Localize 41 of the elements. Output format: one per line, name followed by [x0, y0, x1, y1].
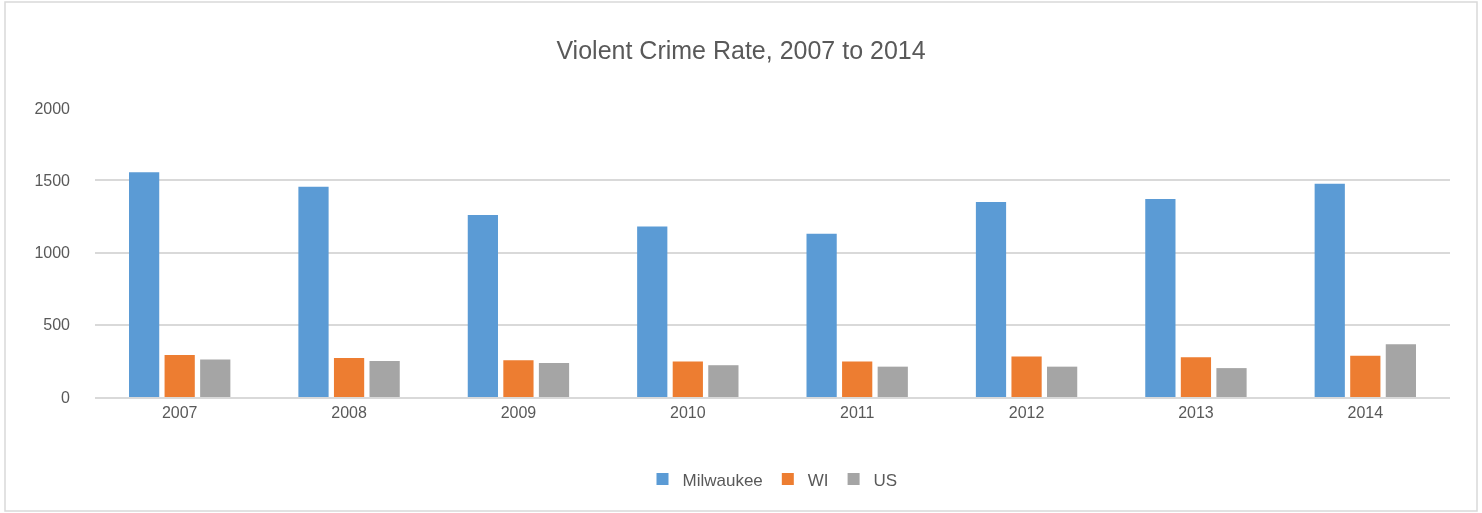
bar	[1314, 183, 1345, 397]
y-tick-label: 0	[61, 388, 71, 406]
bar	[708, 365, 739, 397]
bar	[298, 186, 329, 397]
bar	[672, 361, 703, 397]
legend-label: US	[873, 470, 898, 490]
bar	[503, 360, 534, 397]
legend-label: Milwaukee	[682, 470, 763, 490]
bar	[164, 355, 195, 397]
bar	[1011, 356, 1042, 397]
bar	[975, 201, 1007, 397]
bar	[333, 357, 365, 397]
bar	[1216, 368, 1247, 397]
x-tick-label: 2009	[500, 403, 537, 421]
bar	[129, 172, 160, 397]
chart-title: Violent Crime Rate, 2007 to 2014	[556, 35, 926, 64]
bar	[1350, 355, 1381, 397]
bar	[200, 359, 231, 397]
bar	[1180, 357, 1212, 397]
legend-label: WI	[807, 470, 829, 490]
x-tick-label: 2013	[1178, 403, 1214, 421]
x-tick-label: 2014	[1347, 403, 1384, 421]
x-tick-label: 2008	[331, 403, 367, 421]
x-tick-label: 2011	[839, 403, 875, 421]
y-tick-label: 500	[43, 316, 71, 334]
bar	[1047, 366, 1078, 397]
x-tick-label: 2010	[670, 403, 706, 421]
bar	[806, 233, 837, 397]
bar	[369, 360, 400, 397]
bar	[538, 363, 570, 397]
x-tick-label: 2012	[1008, 403, 1045, 421]
bar	[877, 366, 908, 397]
bar	[467, 214, 498, 397]
bar	[842, 361, 873, 397]
bar	[1145, 199, 1176, 397]
bar	[1385, 344, 1416, 397]
y-tick-label: 2000	[34, 99, 71, 117]
y-tick-label: 1000	[34, 244, 71, 262]
x-tick-label: 2007	[161, 403, 198, 421]
y-tick-label: 1500	[34, 171, 71, 189]
bar	[637, 226, 668, 397]
